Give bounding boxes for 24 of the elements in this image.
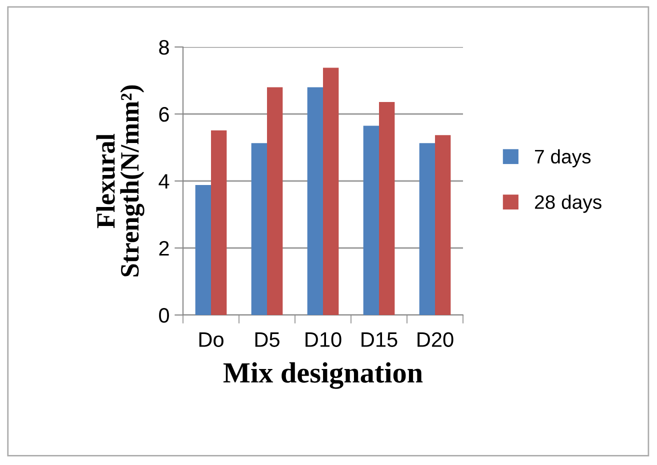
y-tick-label: 4 xyxy=(158,174,170,189)
bar xyxy=(379,102,395,315)
y-axis-title: Flexural Strength(N/mm²) xyxy=(96,85,144,276)
x-tick-label: D10 xyxy=(306,332,342,347)
x-tick-label: D20 xyxy=(418,332,454,347)
y-tick-label: 6 xyxy=(159,107,169,122)
y-tick-label: 8 xyxy=(159,40,169,55)
x-tick-label: Do xyxy=(199,332,224,347)
legend-label: 28 days xyxy=(534,194,602,213)
legend-label: 7 days xyxy=(535,149,591,168)
y-tick-label: 2 xyxy=(159,241,169,256)
bar xyxy=(195,185,211,315)
bar xyxy=(323,68,339,315)
x-tick-label: D15 xyxy=(362,332,398,347)
bar xyxy=(267,87,283,315)
bar xyxy=(307,87,323,315)
bar xyxy=(211,130,227,315)
bar xyxy=(251,143,267,315)
x-tick-label: D5 xyxy=(255,332,280,347)
x-axis-title: Mix designation xyxy=(223,362,423,389)
y-tick-label: 0 xyxy=(159,308,169,323)
bar xyxy=(419,143,435,315)
bar xyxy=(435,135,451,315)
bar xyxy=(363,126,379,315)
